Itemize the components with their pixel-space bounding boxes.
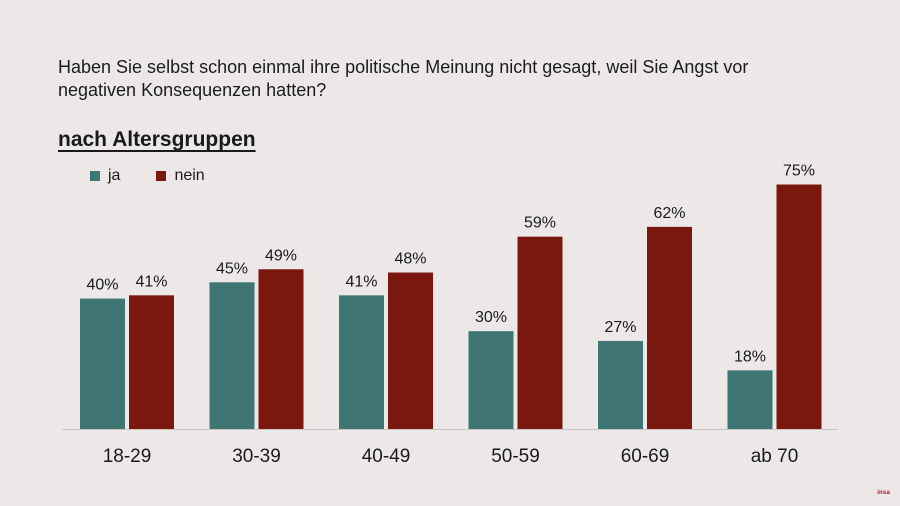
data-label-nein-40-49: 48%: [394, 251, 426, 268]
bar-nein-40-49: [388, 272, 433, 429]
bar-ja-18-29: [80, 298, 125, 429]
bar-ja-60-69: [598, 340, 643, 429]
bar-nein-60-69: [647, 226, 692, 429]
brand-logo: insa: [877, 490, 890, 496]
x-tick-label-18-29: 18-29: [103, 446, 152, 467]
bar-nein-30-39: [258, 269, 304, 429]
legend-label-nein: nein: [174, 167, 205, 184]
bar-ja-ab 70: [727, 370, 773, 429]
bar-ja-30-39: [209, 282, 255, 429]
x-tick-label-30-39: 30-39: [232, 446, 281, 467]
bar-ja-40-49: [339, 295, 384, 429]
legend: ja nein: [90, 167, 205, 185]
legend-item-ja: ja: [90, 167, 120, 185]
legend-swatch-nein: [156, 171, 167, 181]
data-label-nein-30-39: 49%: [265, 247, 297, 264]
bar-nein-50-59: [517, 236, 563, 429]
legend-label-ja: ja: [108, 167, 121, 184]
data-label-nein-18-29: 41%: [135, 273, 167, 290]
data-label-nein-50-59: 59%: [524, 215, 556, 232]
bar-ja-50-59: [468, 331, 514, 429]
data-label-ja-50-59: 30%: [475, 309, 507, 326]
legend-item-nein: nein: [156, 167, 205, 185]
data-label-ja-30-39: 45%: [216, 260, 248, 277]
bar-nein-18-29: [129, 295, 174, 429]
x-tick-label-50-59: 50-59: [491, 446, 540, 467]
legend-swatch-ja: [90, 171, 100, 181]
chart-question: Haben Sie selbst schon einmal ihre polit…: [58, 57, 749, 100]
x-tick-label-ab 70: ab 70: [751, 446, 799, 467]
chart-subtitle: nach Altersgruppen: [58, 128, 256, 151]
data-label-ja-40-49: 41%: [345, 273, 377, 290]
data-label-ja-60-69: 27%: [604, 319, 636, 336]
data-label-nein-60-69: 62%: [653, 205, 685, 222]
data-label-ja-18-29: 40%: [86, 277, 118, 294]
x-tick-label-60-69: 60-69: [621, 446, 670, 467]
data-label-ja-ab 70: 18%: [734, 348, 766, 365]
bar-nein-ab 70: [776, 184, 822, 429]
data-label-nein-ab 70: 75%: [783, 163, 815, 180]
x-tick-label-40-49: 40-49: [362, 446, 411, 467]
